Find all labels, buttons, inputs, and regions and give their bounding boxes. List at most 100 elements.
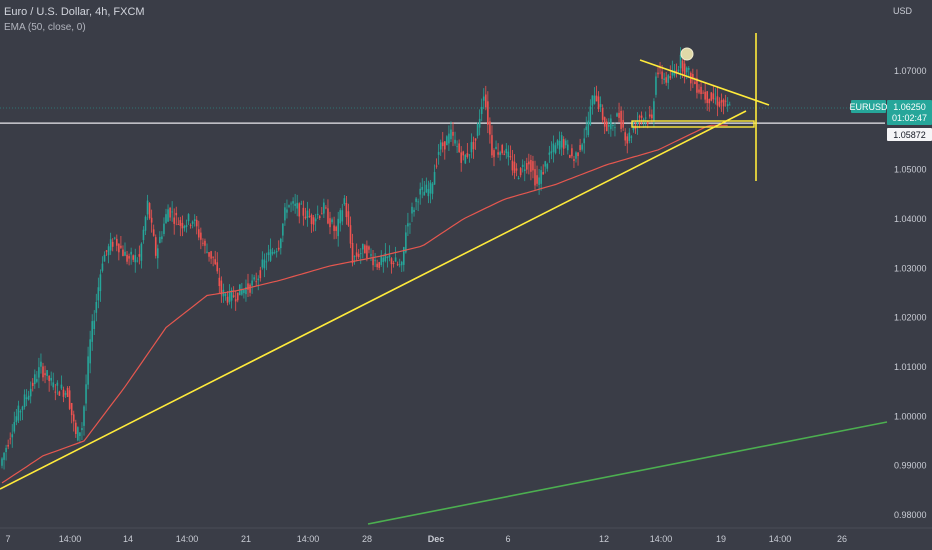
candle-body (113, 237, 116, 239)
candle-body (210, 251, 212, 259)
candle-body (421, 186, 424, 190)
candle-body (228, 290, 231, 302)
candle-body (655, 76, 657, 95)
candle-body (372, 258, 374, 266)
candle-body (124, 251, 126, 256)
crosshair-badge (887, 128, 932, 141)
candle-body (388, 255, 391, 258)
candle-body (204, 240, 206, 246)
candle-body (247, 283, 249, 290)
x-tick-label: 14:00 (650, 534, 673, 544)
currency-label: USD (893, 6, 913, 16)
candle-body (89, 339, 91, 364)
candle-body (118, 243, 120, 253)
x-tick-label: 19 (716, 534, 726, 544)
candle-body (300, 203, 303, 205)
y-tick-label: 0.99000 (894, 461, 927, 471)
candle-body (698, 89, 700, 93)
candle-body (304, 216, 307, 219)
y-tick-label: 1.04000 (894, 214, 927, 224)
y-tick-label: 1.01000 (894, 362, 927, 372)
candle-body (333, 225, 335, 231)
candle-body (714, 98, 717, 100)
candle-body (359, 253, 362, 255)
candle-body (195, 219, 198, 227)
candle-body (567, 144, 569, 151)
candle-body (81, 428, 83, 431)
candle-body (111, 241, 114, 247)
candle-body (696, 78, 698, 93)
candle-body (585, 126, 588, 131)
candle-body (267, 252, 270, 255)
candle-body (296, 202, 298, 209)
candle-body (614, 127, 616, 129)
candle-body (679, 54, 682, 69)
candle-body (726, 104, 729, 107)
candle-body (23, 394, 26, 408)
candle-body (446, 136, 448, 146)
candle-body (44, 373, 46, 376)
candle-body (95, 302, 98, 313)
candle-body (339, 210, 342, 224)
candle-body (79, 432, 81, 437)
candle-body (526, 163, 528, 170)
candle-body (46, 370, 48, 376)
candle-body (663, 78, 665, 80)
candle-body (476, 123, 479, 136)
candle-body (392, 262, 395, 264)
candle-body (569, 155, 571, 158)
candle-body (501, 145, 503, 154)
candle-body (220, 280, 223, 295)
x-tick-label: 21 (241, 534, 251, 544)
candle-body (323, 202, 325, 214)
candle-body (419, 188, 421, 195)
candle-body (189, 224, 192, 226)
candle-body (290, 203, 292, 205)
candle-body (513, 161, 516, 174)
candle-body (405, 232, 407, 253)
candle-body (523, 169, 526, 172)
candle-body (694, 81, 696, 85)
candle-body (269, 249, 272, 261)
candle-body (255, 281, 257, 283)
symbol-title: Euro / U.S. Dollar, 4h, FXCM (4, 6, 145, 18)
candle-body (230, 290, 233, 301)
candle-body (530, 159, 532, 172)
candle-body (718, 101, 721, 107)
candle-body (374, 260, 376, 262)
candle-body (534, 169, 536, 186)
candle-body (284, 207, 286, 221)
candle-body (482, 96, 485, 101)
candle-body (692, 74, 694, 80)
candle-body (472, 141, 475, 150)
candle-body (605, 121, 608, 132)
candle-body (263, 259, 266, 269)
candle-body (193, 219, 196, 221)
candle-body (318, 216, 321, 218)
candle-body (452, 131, 454, 136)
candle-body (417, 201, 419, 203)
candle-body (132, 255, 134, 260)
candle-body (50, 377, 52, 381)
candle-body (468, 154, 471, 156)
candle-body (103, 254, 106, 262)
candle-body (288, 205, 290, 207)
candle-body (450, 129, 452, 140)
candle-body (161, 236, 163, 240)
candle-body (286, 209, 288, 213)
candle-body (48, 375, 50, 382)
candle-body (575, 152, 577, 159)
candle-body (351, 242, 354, 264)
x-tick-label: 14:00 (297, 534, 320, 544)
candle-body (13, 422, 16, 432)
candle-body (36, 379, 38, 382)
candle-body (343, 198, 346, 205)
candle-body (144, 216, 147, 231)
candle-body (649, 114, 651, 117)
candle-body (64, 393, 67, 395)
rising-trendline (0, 110, 747, 490)
candle-body (34, 374, 36, 385)
